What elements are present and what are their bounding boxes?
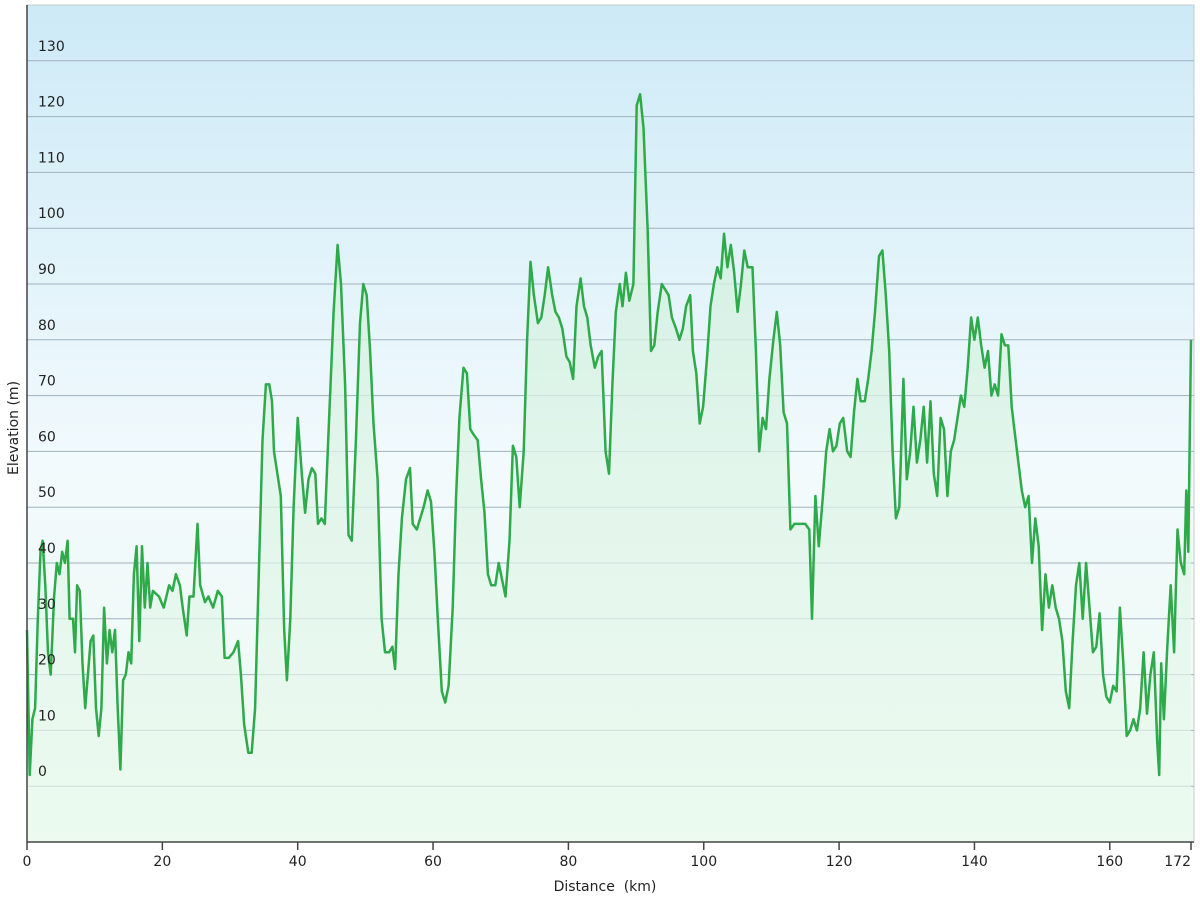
area (27, 94, 1191, 843)
x-tick-label: 80 (559, 854, 577, 870)
y-tick-label: 20 (38, 653, 56, 669)
y-tick-label: 120 (38, 95, 65, 111)
x-tick-label: 100 (690, 854, 717, 870)
y-tick-label: 40 (38, 541, 56, 557)
y-tick-label: 50 (38, 485, 56, 501)
y-tick-label: 0 (38, 764, 47, 780)
x-axis-label: Distance (km) (554, 879, 657, 895)
x-tick-label: 60 (424, 854, 442, 870)
y-axis-label: Elevation (m) (6, 381, 22, 475)
x-tick-label: 172 (1164, 854, 1191, 870)
y-tick-label: 70 (38, 374, 56, 390)
x-tick-label: 140 (961, 854, 988, 870)
y-tick-label: 60 (38, 429, 56, 445)
x-tick-label: 120 (826, 854, 853, 870)
y-tick-label: 80 (38, 318, 56, 334)
y-tick-label: 10 (38, 708, 56, 724)
x-tick-label: 40 (289, 854, 307, 870)
y-tick-label: 100 (38, 206, 65, 222)
x-tick-label: 160 (1096, 854, 1123, 870)
y-tick-label: 30 (38, 597, 56, 613)
y-tick-label: 130 (38, 39, 65, 55)
x-tick-label: 0 (23, 854, 32, 870)
y-tick-label: 90 (38, 262, 56, 278)
line (25, 93, 1193, 777)
y-tick-label: 110 (38, 150, 65, 166)
x-tick-label: 20 (153, 854, 171, 870)
